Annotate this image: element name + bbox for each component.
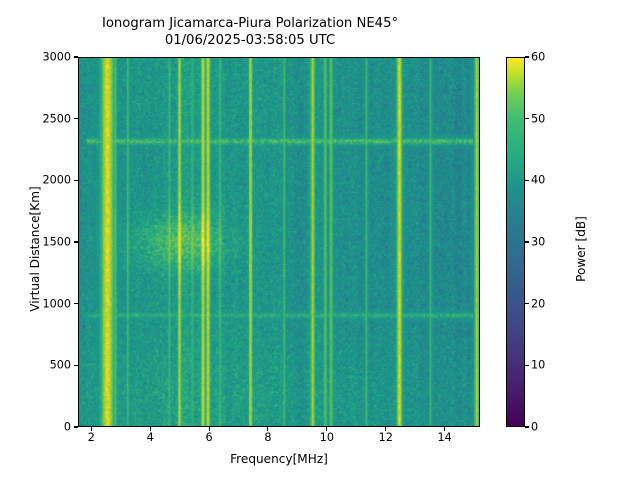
x-tick-mark <box>444 427 446 431</box>
ionogram-heatmap <box>79 58 479 426</box>
x-tick-label: 4 <box>146 431 154 444</box>
colorbar-tick-mark <box>525 241 529 243</box>
y-tick-mark <box>74 426 78 428</box>
colorbar-label: Power [dB] <box>574 216 588 282</box>
y-tick-mark <box>74 118 78 120</box>
colorbar-tick-mark <box>525 426 529 428</box>
x-tick-label: 2 <box>87 431 95 444</box>
colorbar-tick-label: 40 <box>531 173 546 187</box>
colorbar-tick-mark <box>525 179 529 181</box>
x-tick-mark <box>326 427 328 431</box>
title-line-1: Ionogram Jicamarca-Piura Polarization NE… <box>101 16 399 31</box>
y-tick-label: 2500 <box>42 112 71 126</box>
x-axis-label: Frequency[MHz] <box>230 452 328 466</box>
y-tick-mark <box>74 303 78 305</box>
x-tick-label: 12 <box>378 431 393 444</box>
y-tick-mark <box>74 56 78 58</box>
y-tick-label: 500 <box>49 358 71 372</box>
colorbar-tick-mark <box>525 303 529 305</box>
colorbar-tick-label: 50 <box>531 112 546 126</box>
y-tick-label: 1500 <box>42 235 71 249</box>
colorbar-tick-mark <box>525 118 529 120</box>
colorbar-tick-label: 30 <box>531 235 546 249</box>
y-tick-mark <box>74 179 78 181</box>
ionogram-plot-area <box>78 57 480 427</box>
x-tick-mark <box>267 427 269 431</box>
colorbar-tick-label: 20 <box>531 297 546 311</box>
colorbar-tick-mark <box>525 56 529 58</box>
x-tick-label: 10 <box>319 431 334 444</box>
x-tick-label: 14 <box>437 431 452 444</box>
colorbar-gradient <box>506 57 525 427</box>
title-line-2: 01/06/2025-03:58:05 UTC <box>164 32 336 48</box>
y-tick-label: 1000 <box>42 297 71 311</box>
page-title: Ionogram Jicamarca-Piura Polarization NE… <box>0 16 500 50</box>
colorbar-tick-label: 0 <box>531 420 539 434</box>
colorbar-tick-label: 60 <box>531 50 546 64</box>
x-tick-mark <box>149 427 151 431</box>
colorbar-tick-mark <box>525 364 529 366</box>
x-tick-mark <box>385 427 387 431</box>
x-tick-label: 8 <box>264 431 272 444</box>
y-tick-mark <box>74 241 78 243</box>
x-tick-mark <box>208 427 210 431</box>
colorbar-tick-label: 10 <box>531 358 546 372</box>
y-tick-label: 0 <box>63 420 71 434</box>
x-tick-mark <box>90 427 92 431</box>
y-tick-mark <box>74 364 78 366</box>
y-tick-label: 3000 <box>42 50 71 64</box>
x-tick-label: 6 <box>205 431 213 444</box>
y-tick-label: 2000 <box>42 173 71 187</box>
